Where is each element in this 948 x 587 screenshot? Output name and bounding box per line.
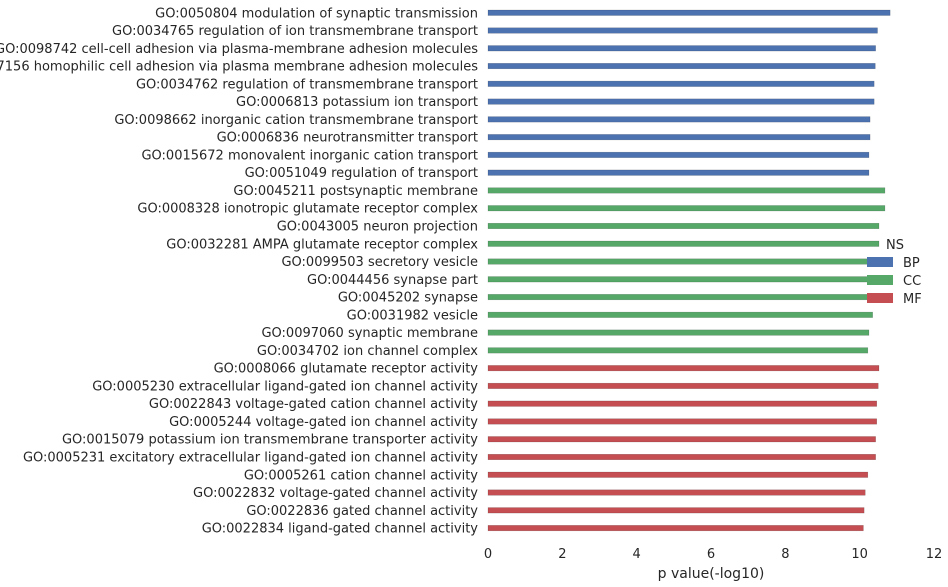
category-label: GO:0005244 voltage-gated ion channel act… bbox=[169, 415, 478, 430]
bar-mf bbox=[487, 400, 878, 407]
bar-cc bbox=[487, 222, 880, 229]
category-label: GO:0005230 extracellular ligand-gated io… bbox=[92, 379, 478, 394]
bar-mf bbox=[487, 525, 864, 532]
bar-mf bbox=[487, 436, 876, 443]
legend-label-mf: MF bbox=[903, 292, 922, 307]
x-tick-label: 8 bbox=[781, 547, 789, 562]
category-label: GO:0031982 vesicle bbox=[347, 308, 478, 323]
category-label: GO:0043005 neuron projection bbox=[277, 219, 478, 234]
category-label: GO:0005231 excitatory extracellular liga… bbox=[23, 451, 478, 466]
bar-bp bbox=[487, 134, 871, 141]
category-label: GO:0098662 inorganic cation transmembran… bbox=[114, 113, 478, 128]
bar-mf bbox=[487, 489, 866, 496]
category-label: GO:0034765 regulation of ion transmembra… bbox=[112, 24, 478, 39]
legend: NS BP CC MF bbox=[867, 238, 922, 307]
category-label: GO:0098742 cell-cell adhesion via plasma… bbox=[0, 42, 478, 57]
bar-cc bbox=[487, 205, 886, 212]
category-label: GO:0015079 potassium ion transmembrane t… bbox=[62, 433, 478, 448]
bar-cc bbox=[487, 276, 875, 283]
bar-cc bbox=[487, 187, 886, 194]
category-label: GO:0015672 monovalent inorganic cation t… bbox=[141, 148, 478, 163]
category-label: GO:0005261 cation channel activity bbox=[244, 468, 478, 483]
legend-label-bp: BP bbox=[903, 256, 920, 271]
bar-bp bbox=[487, 169, 870, 176]
bars-group bbox=[487, 9, 891, 532]
category-label: GO:0099503 secretory vesicle bbox=[281, 255, 478, 270]
x-tick-label: 0 bbox=[484, 547, 492, 562]
bar-bp bbox=[487, 9, 891, 16]
category-label: GO:0022836 gated channel activity bbox=[246, 504, 478, 519]
category-label: GO:0044456 synapse part bbox=[307, 273, 478, 288]
bar-cc bbox=[487, 329, 870, 336]
bar-mf bbox=[487, 382, 879, 389]
bar-bp bbox=[487, 98, 875, 105]
category-labels-group: GO:0050804 modulation of synaptic transm… bbox=[0, 6, 478, 536]
bar-mf bbox=[487, 454, 876, 460]
x-tick-label: 12 bbox=[926, 547, 943, 562]
bar-mf bbox=[487, 418, 878, 425]
category-label: GO:0032281 AMPA glutamate receptor compl… bbox=[166, 237, 478, 252]
x-tick-labels-group: 0 2 4 6 8 10 12 bbox=[484, 547, 942, 562]
bar-cc bbox=[487, 258, 876, 265]
bar-cc bbox=[487, 240, 880, 247]
category-label: GO:0051049 regulation of transport bbox=[245, 166, 478, 181]
category-label: GO:0022832 voltage-gated channel activit… bbox=[193, 486, 478, 501]
category-label: GO:0006836 neurotransmitter transport bbox=[217, 131, 478, 146]
x-tick-label: 2 bbox=[558, 547, 566, 562]
category-label: GO:0045211 postsynaptic membrane bbox=[233, 184, 478, 199]
x-tick-label: 6 bbox=[707, 547, 715, 562]
bar-bp bbox=[487, 45, 876, 52]
category-label: GO:0045202 synapse bbox=[338, 291, 478, 306]
bar-mf bbox=[487, 507, 865, 514]
bar-bp bbox=[487, 116, 871, 123]
category-label: GO:0034702 ion channel complex bbox=[257, 344, 478, 359]
x-tick-label: 4 bbox=[633, 547, 641, 562]
x-axis-label: p value(-log10) bbox=[658, 566, 765, 582]
legend-label-cc: CC bbox=[903, 274, 921, 289]
bar-bp bbox=[487, 151, 870, 158]
bar-cc bbox=[487, 294, 875, 301]
category-label: GO:0097060 synaptic membrane bbox=[261, 326, 478, 341]
category-label: GO:0008066 glutamate receptor activity bbox=[214, 362, 479, 377]
bar-cc bbox=[487, 311, 873, 318]
category-label: GO:0022843 voltage-gated cation channel … bbox=[149, 397, 478, 412]
category-label: GO:0034762 regulation of transmembrane t… bbox=[136, 77, 478, 92]
category-label: GO:0008328 ionotropic glutamate receptor… bbox=[137, 202, 478, 217]
bar-mf bbox=[487, 365, 880, 372]
category-label: GO:0006813 potassium ion transport bbox=[236, 95, 478, 110]
category-label: GO:0007156 homophilic cell adhesion via … bbox=[0, 60, 478, 75]
bar-bp bbox=[487, 80, 875, 87]
bar-bp bbox=[487, 63, 876, 70]
bar-cc bbox=[487, 347, 869, 354]
legend-swatch-mf bbox=[867, 293, 893, 303]
legend-swatch-bp bbox=[867, 257, 893, 267]
bar-bp bbox=[487, 27, 878, 34]
x-tick-label: 10 bbox=[851, 547, 868, 562]
category-label: GO:0050804 modulation of synaptic transm… bbox=[155, 6, 478, 21]
category-label: GO:0022834 ligand-gated channel activity bbox=[202, 522, 479, 537]
legend-title: NS bbox=[886, 238, 904, 253]
bar-mf bbox=[487, 471, 869, 478]
legend-swatch-cc bbox=[867, 275, 893, 285]
